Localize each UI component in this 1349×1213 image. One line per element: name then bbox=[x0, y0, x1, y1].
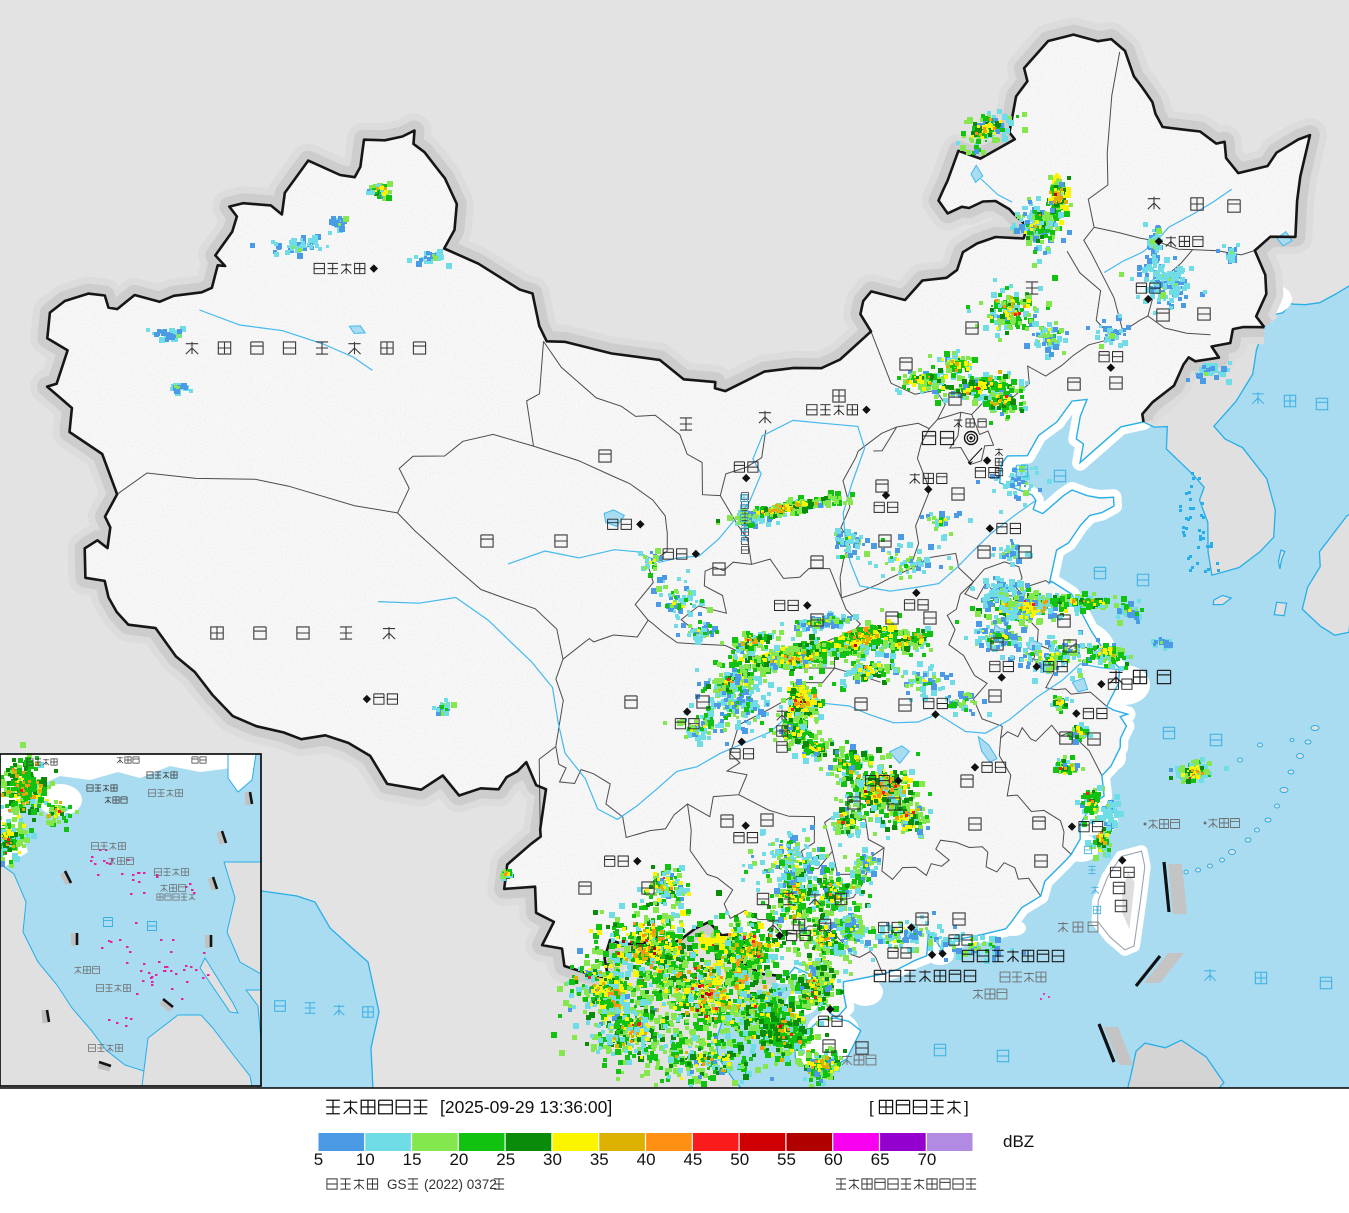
svg-text:60: 60 bbox=[824, 1150, 843, 1169]
svg-text:]: ] bbox=[964, 1098, 969, 1117]
svg-text:[2025-09-29 13:36:00]: [2025-09-29 13:36:00] bbox=[440, 1097, 612, 1117]
svg-text:[: [ bbox=[869, 1098, 874, 1117]
svg-text:65: 65 bbox=[871, 1150, 890, 1169]
svg-text:35: 35 bbox=[590, 1150, 609, 1169]
svg-text:15: 15 bbox=[403, 1150, 422, 1169]
svg-text:30: 30 bbox=[543, 1150, 562, 1169]
svg-text:45: 45 bbox=[683, 1150, 702, 1169]
svg-text:(2022) 0372: (2022) 0372 bbox=[424, 1177, 497, 1192]
svg-text:10: 10 bbox=[356, 1150, 375, 1169]
svg-text:20: 20 bbox=[449, 1150, 468, 1169]
svg-text:5: 5 bbox=[314, 1150, 323, 1169]
svg-text:40: 40 bbox=[637, 1150, 656, 1169]
svg-text:50: 50 bbox=[730, 1150, 749, 1169]
svg-text:dBZ: dBZ bbox=[1003, 1132, 1034, 1151]
svg-text:55: 55 bbox=[777, 1150, 796, 1169]
svg-text:GS: GS bbox=[387, 1177, 407, 1192]
svg-text:25: 25 bbox=[496, 1150, 515, 1169]
svg-text:70: 70 bbox=[917, 1150, 936, 1169]
